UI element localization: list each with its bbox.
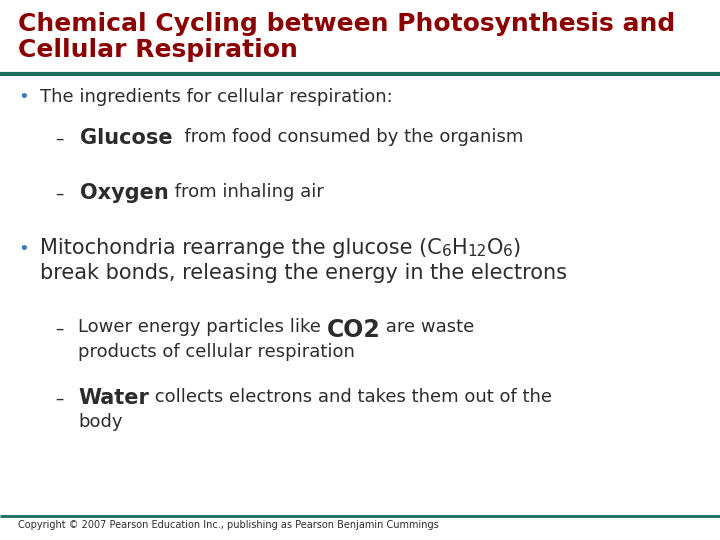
Text: The ingredients for cellular respiration:: The ingredients for cellular respiration… [40, 88, 392, 106]
Text: –: – [55, 130, 63, 148]
Text: Chemical Cycling between Photosynthesis and: Chemical Cycling between Photosynthesis … [18, 12, 675, 36]
Text: Glucose: Glucose [80, 128, 173, 148]
Text: break bonds, releasing the energy in the electrons: break bonds, releasing the energy in the… [40, 263, 567, 283]
Text: –: – [55, 185, 63, 203]
Text: 12: 12 [467, 244, 487, 259]
Text: •: • [18, 240, 29, 258]
Text: Oxygen: Oxygen [80, 183, 168, 203]
Text: Lower energy particles like: Lower energy particles like [78, 318, 327, 336]
Text: products of cellular respiration: products of cellular respiration [78, 343, 355, 361]
Text: CO2: CO2 [327, 318, 380, 342]
Text: –: – [55, 320, 63, 338]
Text: •: • [18, 88, 29, 106]
Text: from inhaling air: from inhaling air [168, 183, 323, 201]
Text: from food consumed by the organism: from food consumed by the organism [173, 128, 523, 146]
Text: Mitochondria rearrange the glucose (C: Mitochondria rearrange the glucose (C [40, 238, 442, 258]
Text: ): ) [513, 238, 521, 258]
Text: Water: Water [78, 388, 149, 408]
Text: body: body [78, 413, 122, 431]
Text: Copyright © 2007 Pearson Education Inc., publishing as Pearson Benjamin Cummings: Copyright © 2007 Pearson Education Inc.,… [18, 520, 438, 530]
Text: 6: 6 [503, 244, 513, 259]
Text: O: O [487, 238, 503, 258]
Text: Cellular Respiration: Cellular Respiration [18, 38, 298, 62]
Text: collects electrons and takes them out of the: collects electrons and takes them out of… [149, 388, 552, 406]
Text: 6: 6 [442, 244, 451, 259]
Text: are waste: are waste [380, 318, 474, 336]
Text: –: – [55, 390, 63, 408]
Text: H: H [451, 238, 467, 258]
